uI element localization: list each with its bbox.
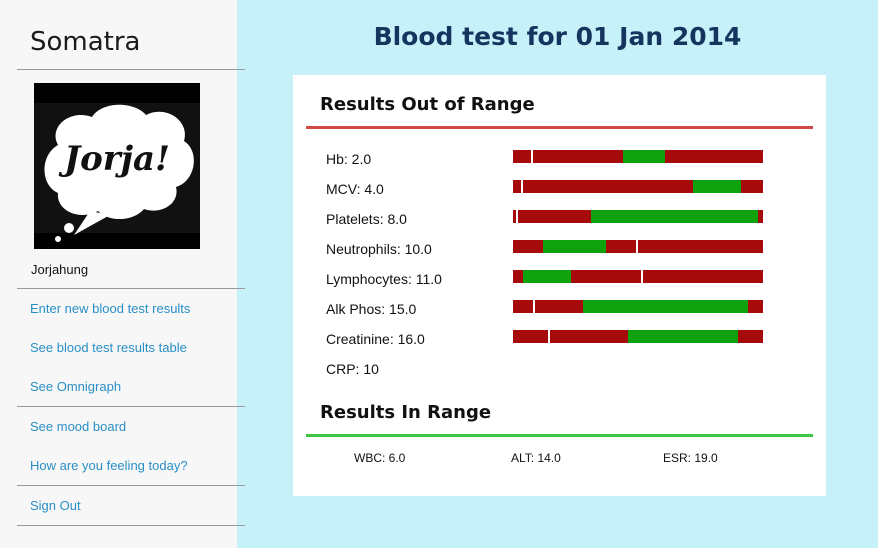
result-label: Lymphocytes: 11.0 xyxy=(326,271,442,287)
value-marker xyxy=(521,180,523,193)
result-label: CRP: 10 xyxy=(326,361,379,377)
out-of-range-divider xyxy=(306,126,813,129)
normal-range-segment xyxy=(591,210,758,223)
range-bar xyxy=(513,240,763,253)
results-table-link[interactable]: See blood test results table xyxy=(30,340,187,355)
result-row: Lymphocytes: 11.0 xyxy=(293,268,826,290)
username: Jorjahung xyxy=(31,262,89,277)
value-marker xyxy=(516,210,518,223)
in-range-item: ALT: 14.0 xyxy=(511,451,561,465)
range-bar xyxy=(513,210,763,223)
normal-range-segment xyxy=(693,180,741,193)
sign-out-link[interactable]: Sign Out xyxy=(30,498,81,513)
divider xyxy=(17,485,245,486)
in-range-item: ESR: 19.0 xyxy=(663,451,718,465)
value-marker xyxy=(531,150,533,163)
result-row: MCV: 4.0 xyxy=(293,178,826,200)
divider xyxy=(17,406,245,407)
range-bar xyxy=(513,270,763,283)
value-marker xyxy=(636,240,638,253)
result-label: Hb: 2.0 xyxy=(326,151,372,167)
range-bar xyxy=(513,180,763,193)
result-row: CRP: 10 xyxy=(293,358,826,380)
normal-range-segment xyxy=(583,300,748,313)
result-row: Platelets: 8.0 xyxy=(293,208,826,230)
range-bar xyxy=(513,330,763,343)
result-row: Alk Phos: 15.0 xyxy=(293,298,826,320)
feeling-link[interactable]: How are you feeling today? xyxy=(30,458,188,473)
enter-results-link[interactable]: Enter new blood test results xyxy=(30,301,191,316)
mood-board-link[interactable]: See mood board xyxy=(30,419,127,434)
speech-bubble-icon xyxy=(44,104,194,242)
normal-range-segment xyxy=(623,150,665,163)
avatar: Jorja! xyxy=(34,83,200,249)
result-label: Neutrophils: 10.0 xyxy=(326,241,432,257)
normal-range-segment xyxy=(523,270,571,283)
result-row: Neutrophils: 10.0 xyxy=(293,238,826,260)
range-bar xyxy=(513,300,763,313)
value-marker xyxy=(533,300,535,313)
out-of-range-heading: Results Out of Range xyxy=(320,94,535,115)
in-range-heading: Results In Range xyxy=(320,402,492,423)
result-label: Alk Phos: 15.0 xyxy=(326,301,417,317)
result-label: Creatinine: 16.0 xyxy=(326,331,425,347)
omnigraph-link[interactable]: See Omnigraph xyxy=(30,379,122,394)
brand-name: Somatra xyxy=(30,27,141,57)
result-label: Platelets: 8.0 xyxy=(326,211,407,227)
value-marker xyxy=(641,270,643,283)
in-range-item: WBC: 6.0 xyxy=(354,451,406,465)
range-bar xyxy=(513,150,763,163)
value-marker xyxy=(548,330,550,343)
result-label: MCV: 4.0 xyxy=(326,181,384,197)
divider xyxy=(17,525,245,526)
sidebar: Somatra Jorja! Jorjahung Enter new blood… xyxy=(0,0,245,548)
divider xyxy=(17,69,245,70)
result-row: Creatinine: 16.0 xyxy=(293,328,826,350)
result-row: Hb: 2.0 xyxy=(293,148,826,170)
avatar-text: Jorja! xyxy=(64,139,170,179)
normal-range-segment xyxy=(543,240,606,253)
page-title: Blood test for 01 Jan 2014 xyxy=(373,22,742,51)
normal-range-segment xyxy=(628,330,738,343)
divider xyxy=(17,288,245,289)
in-range-divider xyxy=(306,434,813,437)
results-card: Results Out of Range Hb: 2.0 MCV: 4.0 Plat… xyxy=(293,75,826,496)
